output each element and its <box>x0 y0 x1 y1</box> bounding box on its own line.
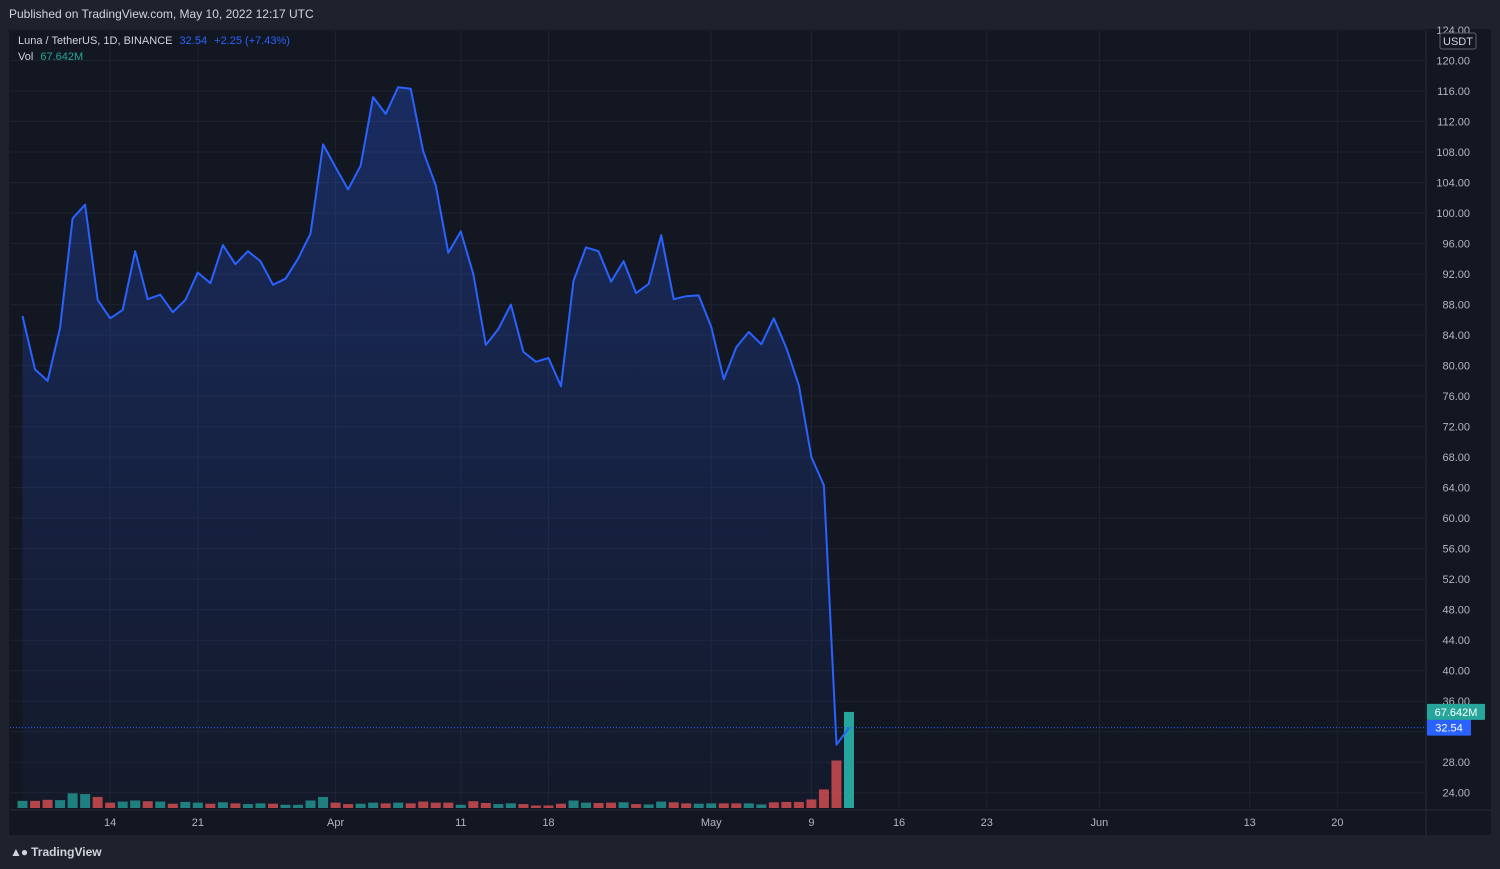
x-tick-label: 18 <box>542 817 554 829</box>
x-tick-label: 23 <box>981 817 993 829</box>
y-tick-label: 100.00 <box>1436 208 1470 220</box>
published-label: Published on TradingView.com, May 10, 20… <box>9 7 314 21</box>
y-tick-label: 120.00 <box>1436 56 1470 68</box>
y-tick-label: 112.00 <box>1437 117 1470 129</box>
price-area-fill <box>22 87 849 808</box>
y-tick-label: 104.00 <box>1436 178 1470 190</box>
chart-legend: Luna / TetherUS, 1D, BINANCE 32.54 +2.25… <box>18 33 290 65</box>
y-tick-label: 96.00 <box>1442 239 1470 251</box>
x-tick-label: 11 <box>455 817 466 829</box>
legend-volume-label: Vol <box>18 51 34 63</box>
y-tick-label: 68.00 <box>1442 452 1470 464</box>
x-tick-label: Apr <box>327 817 344 829</box>
tradingview-logo[interactable]: ▲● TradingView <box>10 845 102 859</box>
currency-label: USDT <box>1443 36 1473 48</box>
x-tick-label: 21 <box>192 817 204 829</box>
y-tick-label: 44.00 <box>1442 635 1470 647</box>
volume-value-tag <box>1427 703 1485 720</box>
y-tick-label: 28.00 <box>1442 757 1470 769</box>
price-line[interactable] <box>21 86 850 746</box>
y-tick-label: 40.00 <box>1442 666 1470 678</box>
y-tick-label: 76.00 <box>1442 391 1470 403</box>
y-tick-label: 60.00 <box>1442 513 1470 525</box>
y-tick-label: 84.00 <box>1442 330 1470 342</box>
y-tick-label: 88.00 <box>1442 300 1470 312</box>
currency-badge[interactable] <box>1439 32 1477 50</box>
legend-price: 32.54 <box>179 35 208 47</box>
x-tick-label: May <box>701 817 722 829</box>
x-tick-label: Jun <box>1091 817 1109 829</box>
y-tick-label: 64.00 <box>1442 483 1470 495</box>
x-tick-label: 20 <box>1331 817 1343 829</box>
y-tick-label: 56.00 <box>1442 544 1470 556</box>
x-tick-label: 14 <box>104 817 116 829</box>
y-tick-label: 72.00 <box>1442 422 1470 434</box>
y-tick-label: 48.00 <box>1442 605 1470 617</box>
y-tick-label: 80.00 <box>1442 361 1470 373</box>
volume-value-label: 67.642M <box>1435 707 1478 719</box>
tradingview-logo-icon: ▲● <box>10 845 28 859</box>
y-tick-label: 52.00 <box>1442 574 1470 586</box>
y-tick-label: 24.00 <box>1442 788 1470 800</box>
y-tick-label: 108.00 <box>1436 147 1470 159</box>
x-tick-label: 13 <box>1244 817 1256 829</box>
legend-symbol: Luna / TetherUS, 1D, BINANCE <box>18 35 173 47</box>
x-tick-label: 9 <box>808 817 814 829</box>
current-price-label: 32.54 <box>1435 723 1463 735</box>
tradingview-brand: TradingView <box>31 845 102 859</box>
legend-volume-value: 67.642M <box>40 51 84 63</box>
footer: ▲● TradingView <box>0 835 1500 869</box>
y-tick-label: 116.00 <box>1437 86 1470 98</box>
top-bar: Published on TradingView.com, May 10, 20… <box>0 0 1500 28</box>
legend-change: +2.25 (+7.43%) <box>214 35 290 47</box>
x-tick-label: 16 <box>893 817 905 829</box>
current-price-tag <box>1427 719 1471 736</box>
y-tick-label: 92.00 <box>1442 269 1470 281</box>
